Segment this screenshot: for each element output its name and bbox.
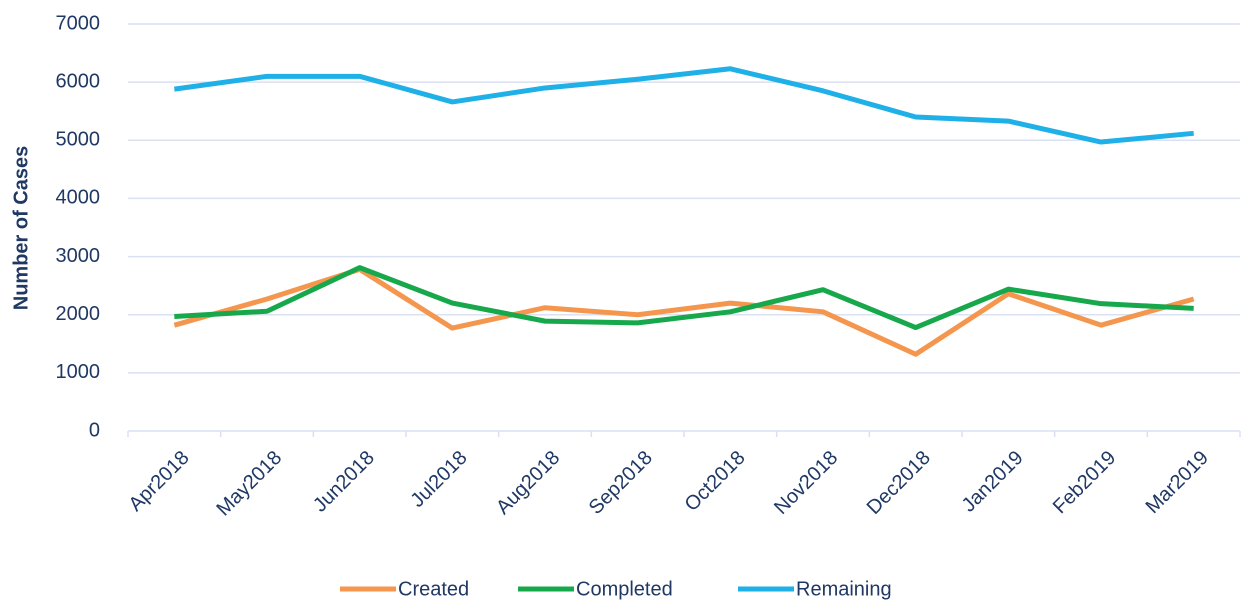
x-tick-label: Feb2019 <box>1049 447 1120 518</box>
x-tick-label: Aug2018 <box>492 447 564 519</box>
y-tick-label: 6000 <box>56 70 101 92</box>
x-tick-label: Dec2018 <box>863 447 935 519</box>
x-tick-label: Nov2018 <box>770 447 842 519</box>
y-axis-label: Number of Cases <box>10 146 32 311</box>
y-tick-label: 7000 <box>56 12 101 34</box>
y-tick-label: 3000 <box>56 245 101 267</box>
legend-label: Remaining <box>796 578 892 600</box>
legend-label: Created <box>398 578 469 600</box>
x-tick-label: Jan2019 <box>958 447 1028 517</box>
x-tick-label: Oct2018 <box>681 447 750 516</box>
y-tick-label: 4000 <box>56 187 101 209</box>
x-tick-label: Jun2018 <box>309 447 379 517</box>
y-tick-label: 0 <box>89 419 100 441</box>
x-tick-label: Sep2018 <box>585 447 657 519</box>
x-tick-label: Jul2018 <box>407 447 472 512</box>
x-tick-label: May2018 <box>213 447 287 521</box>
x-tick-label: Apr2018 <box>125 447 194 516</box>
y-tick-label: 5000 <box>56 129 101 151</box>
line <box>174 265 1194 331</box>
legend-label: Completed <box>576 578 673 600</box>
y-tick-label: 2000 <box>56 303 101 325</box>
x-tick-label: Mar2019 <box>1142 447 1213 518</box>
line <box>173 66 1194 145</box>
y-tick-label: 1000 <box>56 361 101 383</box>
